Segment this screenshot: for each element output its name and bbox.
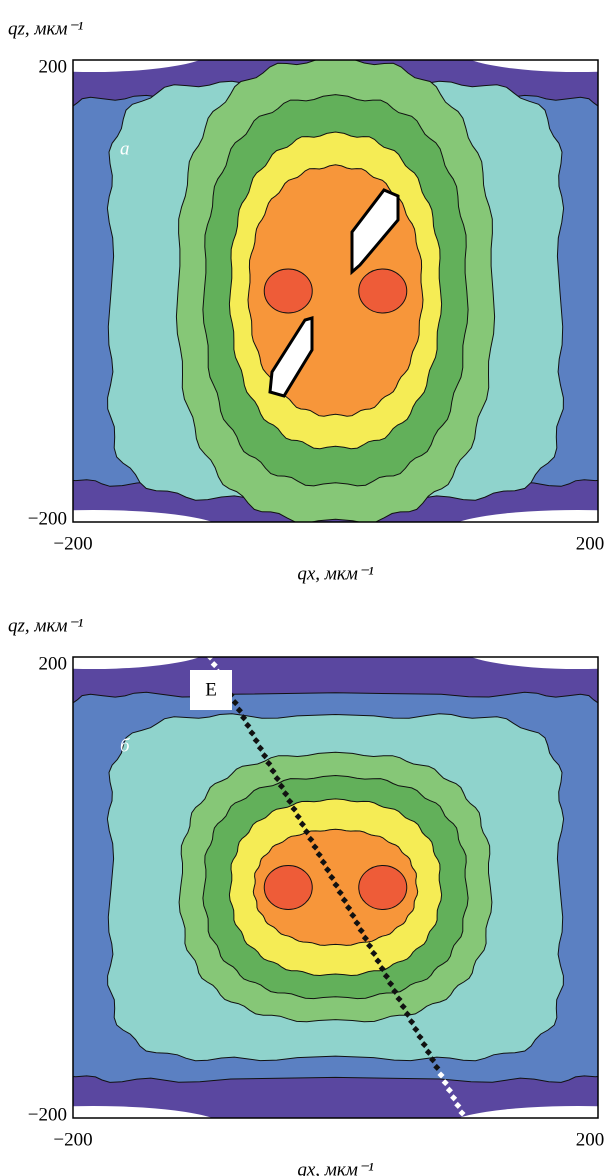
dot <box>240 714 248 722</box>
dot <box>261 752 269 760</box>
dot <box>395 995 403 1003</box>
white-region <box>73 60 200 72</box>
dot <box>311 843 319 851</box>
white-region <box>73 510 213 522</box>
x-axis-label: qx, мкм⁻¹ <box>297 1159 374 1176</box>
panel-label: б <box>120 735 131 756</box>
axes-frame <box>72 59 599 523</box>
dot <box>273 775 281 783</box>
dot <box>206 657 214 661</box>
dot <box>370 949 378 957</box>
dot <box>282 790 290 798</box>
dot <box>290 805 298 813</box>
dot <box>303 828 311 836</box>
dot <box>378 965 386 973</box>
dot <box>324 866 332 874</box>
dot <box>328 873 336 881</box>
dot <box>345 904 353 912</box>
dot <box>277 782 285 790</box>
dot <box>382 972 390 980</box>
dot <box>340 896 348 904</box>
y-tick-label: 200 <box>39 56 68 77</box>
dot <box>403 1010 411 1018</box>
dot <box>399 1003 407 1011</box>
dot <box>244 721 252 729</box>
dot <box>361 934 369 942</box>
axes-frame <box>72 656 599 1119</box>
y-axis-label: qz, мкм⁻¹ <box>8 615 84 636</box>
x-tick-label: −200 <box>53 533 92 554</box>
annotation: E <box>205 679 217 700</box>
dot <box>298 820 306 828</box>
dot <box>349 911 357 919</box>
dot <box>231 699 239 707</box>
dot <box>387 980 395 988</box>
annotation-box <box>190 670 232 710</box>
dot <box>252 737 260 745</box>
dot <box>319 858 327 866</box>
dot <box>248 729 256 737</box>
dot <box>256 744 264 752</box>
dot <box>307 835 315 843</box>
dot <box>353 919 361 927</box>
x-axis-label: qx, мкм⁻¹ <box>297 563 374 584</box>
y-tick-label: −200 <box>28 508 67 529</box>
y-tick-label: −200 <box>28 1104 67 1125</box>
white-region <box>458 1106 598 1118</box>
dot <box>357 927 365 935</box>
x-tick-label: −200 <box>53 1129 92 1150</box>
dot <box>235 706 243 714</box>
dot <box>366 942 374 950</box>
dot <box>391 987 399 995</box>
dot <box>294 813 302 821</box>
x-tick-label: 200 <box>576 1129 605 1150</box>
contour-plot <box>73 60 598 522</box>
dot <box>210 661 218 669</box>
contour-peak <box>263 268 313 314</box>
dot <box>408 1018 416 1026</box>
dot <box>336 889 344 897</box>
x-tick-label: 200 <box>576 533 605 554</box>
panel-label: а <box>120 138 130 159</box>
white-region <box>471 60 598 72</box>
dot <box>286 797 294 805</box>
dot <box>269 767 277 775</box>
white-region <box>73 657 200 669</box>
y-tick-label: 200 <box>39 653 68 674</box>
white-region <box>73 1106 213 1118</box>
white-region <box>458 510 598 522</box>
dot <box>332 881 340 889</box>
contour-peak <box>358 865 408 910</box>
y-axis-label: qz, мкм⁻¹ <box>8 18 84 39</box>
white-region <box>471 657 598 669</box>
contour-peak <box>263 865 313 910</box>
dot <box>374 957 382 965</box>
gap <box>268 316 314 398</box>
contour-peak <box>358 268 408 314</box>
gap <box>350 188 400 276</box>
dot <box>265 759 273 767</box>
dot <box>315 851 323 859</box>
contour-plot <box>73 657 598 1118</box>
